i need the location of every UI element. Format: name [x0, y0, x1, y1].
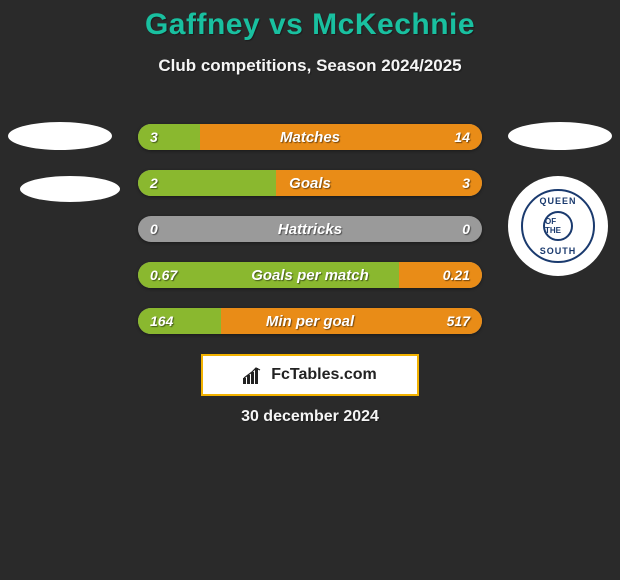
- club-badge-center-text: OF THE: [543, 211, 573, 241]
- stat-bar-row: 164517Min per goal: [138, 308, 482, 334]
- stat-bar-right-value: 517: [447, 308, 470, 334]
- stat-bar-right-value: 3: [462, 170, 470, 196]
- stat-bar-right-value: 0: [462, 216, 470, 242]
- player-avatar-placeholder: [8, 122, 112, 150]
- club-badge-bottom-text: SOUTH: [523, 246, 593, 256]
- stat-bar-left-value: 164: [150, 308, 173, 334]
- stat-bar-right-fill: [221, 308, 482, 334]
- club-badge-top-text: QUEEN: [523, 196, 593, 206]
- stat-bar-right-value: 0.21: [443, 262, 470, 288]
- stat-bar-row: 23Goals: [138, 170, 482, 196]
- stat-bar-left-fill: [138, 124, 200, 150]
- player-avatar-placeholder: [508, 122, 612, 150]
- footer-date: 30 december 2024: [0, 408, 620, 426]
- page-root: Gaffney vs McKechnie Club competitions, …: [0, 0, 620, 580]
- left-avatar-column: [8, 122, 120, 228]
- stat-bars-container: 314Matches23Goals00Hattricks0.670.21Goal…: [138, 124, 482, 354]
- page-title: Gaffney vs McKechnie: [0, 0, 620, 42]
- right-avatar-column: QUEEN OF THE SOUTH: [508, 122, 612, 276]
- page-subtitle: Club competitions, Season 2024/2025: [0, 56, 620, 76]
- brand-text: FcTables.com: [271, 366, 377, 384]
- stat-bar-left-fill: [138, 170, 276, 196]
- stat-bar-left-value: 0.67: [150, 262, 177, 288]
- brand-box[interactable]: FcTables.com: [201, 354, 419, 396]
- stat-bar-left-value: 2: [150, 170, 158, 196]
- stat-bar-left-value: 3: [150, 124, 158, 150]
- stat-bar-label: Hattricks: [138, 216, 482, 242]
- stat-bar-row: 0 0Hattricks: [138, 216, 482, 242]
- brand-logo: FcTables.com: [243, 366, 377, 384]
- stat-bar-right-fill: [276, 170, 482, 196]
- stat-bar-right-value: 14: [454, 124, 470, 150]
- club-avatar-placeholder: [20, 176, 120, 202]
- stat-bar-right-fill: [200, 124, 482, 150]
- club-badge-ring: QUEEN OF THE SOUTH: [521, 189, 595, 263]
- stat-bar-row: 314Matches: [138, 124, 482, 150]
- bars-icon: [243, 366, 265, 384]
- stat-bar-row: 0.670.21Goals per match: [138, 262, 482, 288]
- stat-bar-left-value: 0: [150, 216, 158, 242]
- club-badge: QUEEN OF THE SOUTH: [508, 176, 608, 276]
